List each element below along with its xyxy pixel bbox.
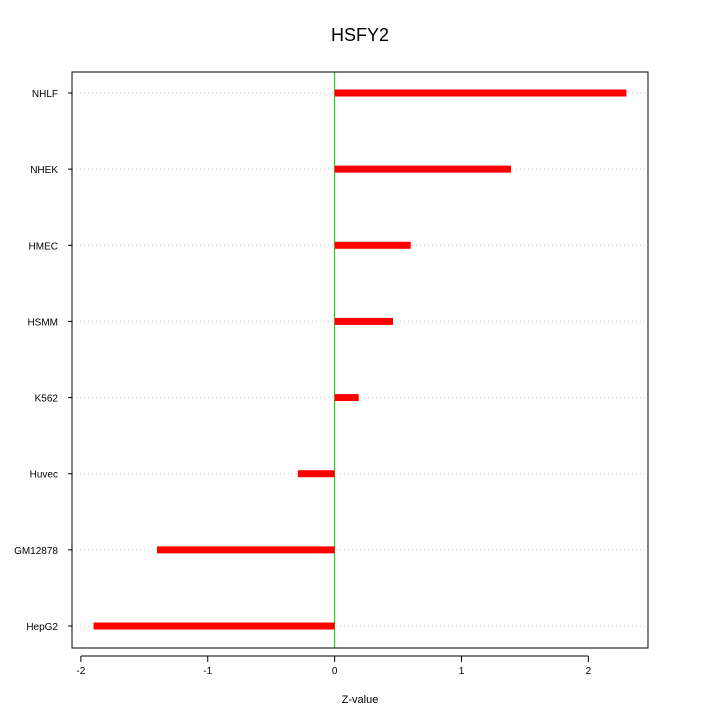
y-tick-label: NHLF [32, 89, 58, 100]
y-tick-label: HepG2 [26, 622, 58, 633]
x-axis: -2 -1 0 1 2 [76, 655, 592, 677]
x-tick-label: 2 [586, 666, 592, 677]
x-axis-label: Z-value [342, 694, 379, 706]
y-tick-label: HMEC [29, 241, 58, 252]
y-tick-label: HSMM [27, 317, 58, 328]
bar-k562 [334, 394, 359, 402]
x-tick-label: -1 [203, 666, 212, 677]
bar-hsmm [334, 317, 393, 325]
bar-nhek [334, 165, 511, 173]
y-tick-label: NHEK [30, 165, 58, 176]
bar-hmec [334, 241, 411, 249]
bars [93, 89, 627, 630]
bar-hepg2 [93, 622, 335, 630]
y-tick-label: GM12878 [14, 546, 58, 557]
bar-huvec [297, 470, 335, 478]
y-tick-label: Huvec [30, 470, 58, 481]
bar-gm12878 [157, 546, 335, 554]
x-tick-label: -2 [76, 666, 85, 677]
bar-nhlf [334, 89, 627, 97]
x-tick-label: 0 [332, 666, 338, 677]
chart-title: HSFY2 [331, 25, 389, 45]
plot-frame [71, 71, 649, 649]
y-axis: NHLF NHEK HMEC HSMM K562 Huvec GM12878 HepG2 [14, 89, 72, 633]
x-tick-label: 1 [459, 666, 465, 677]
y-tick-label: K562 [35, 394, 59, 405]
